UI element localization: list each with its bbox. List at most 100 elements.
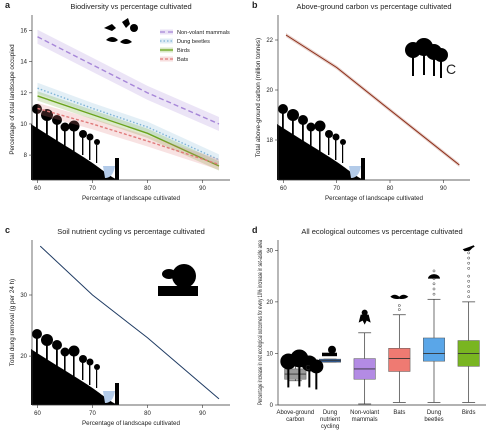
panel-label: a [5, 0, 11, 10]
box-3 [388, 348, 411, 372]
x-axis-label: Percentage of landscape cultivated [82, 420, 181, 427]
y-axis-label: Total dung removal (g per 24 h) [9, 279, 16, 367]
series-line-3 [37, 107, 220, 166]
x-tick-label: 70 [333, 186, 340, 192]
outlier-point [432, 282, 436, 286]
outlier-point [397, 308, 401, 311]
y-tick-label: 18 [266, 138, 273, 144]
y-tick-label: 20 [20, 354, 27, 360]
y-tick-label: 30 [20, 293, 27, 299]
outlier-point [467, 279, 471, 283]
y-tick-label: 10 [20, 122, 27, 128]
legend-swatch-band [160, 29, 173, 35]
y-axis-label: Total above-ground carbon (million tonne… [255, 38, 262, 157]
x-tick-label: 90 [440, 186, 447, 192]
soil-icon [158, 286, 198, 296]
y-tick-label: 8 [24, 153, 28, 159]
y-tick-label: 0 [270, 403, 274, 409]
bird-icon [104, 18, 130, 31]
x-tick-label: 80 [144, 186, 151, 192]
x-tick-label: 60 [34, 186, 41, 192]
y-tick-label: 16 [20, 29, 27, 35]
dung-ball-icon [172, 264, 196, 288]
legend-label: Birds [177, 48, 190, 54]
dung-beetle-icon [322, 345, 337, 357]
outlier-point [467, 274, 471, 278]
box-4 [423, 337, 445, 362]
monkey-body-icon [358, 314, 371, 325]
x-tick-label: 80 [387, 186, 394, 192]
dung-ball-icon [328, 345, 336, 354]
confidence-band [37, 29, 219, 131]
panel-label: d [252, 225, 258, 235]
landscape-silhouette-icon [277, 104, 365, 180]
category-label: Dung nutrient cycling [320, 410, 340, 430]
category-label: Bats [393, 410, 405, 416]
y-tick-label: 20 [266, 88, 273, 94]
beetle-icon [162, 269, 176, 279]
category-label: Birds [462, 410, 476, 416]
soil-icon [322, 352, 337, 357]
x-axis-label: Percentage of landscape cultivated [82, 195, 181, 202]
carbon-label: C [446, 61, 456, 77]
bat-icon [390, 294, 409, 299]
carbon-label: C [305, 365, 310, 372]
panel-label: c [5, 225, 10, 235]
dung-beetle-icon [158, 264, 198, 296]
x-axis-label: Percentage of landscape cultivated [325, 195, 424, 202]
confidence-band [37, 82, 219, 166]
legend-label: Non-volant mammals [177, 30, 230, 36]
outlier-point [467, 251, 471, 255]
y-tick-label: 20 [266, 300, 273, 306]
outlier-point [467, 256, 471, 260]
legend-label: Bats [177, 57, 188, 63]
y-tick-label: 14 [20, 60, 27, 66]
x-tick-label: 90 [199, 411, 206, 417]
series-line-0 [39, 245, 220, 400]
series-line-0 [285, 34, 460, 166]
bat-icon [106, 37, 132, 44]
x-tick-label: 70 [89, 411, 96, 417]
y-tick-label: 10 [266, 351, 273, 357]
chart-title: Biodiversity vs percentage cultivated [70, 2, 191, 11]
chart-panel-c: Soil nutrient cycling vs percentage cult… [5, 225, 230, 427]
x-tick-label: 60 [34, 411, 41, 417]
beetle-icon [428, 274, 440, 279]
x-tick-label: 90 [199, 186, 206, 192]
animals-icon [104, 18, 138, 44]
chart-panel-a: Biodiversity vs percentage cultivated a 60… [5, 0, 230, 202]
y-tick-label: 30 [266, 248, 273, 254]
chart-panel-d: All ecological outcomes vs percentage cu… [252, 225, 486, 430]
outlier-point [467, 290, 471, 293]
chart-title: Above-ground carbon vs percentage cultiv… [296, 2, 451, 11]
outlier-point [432, 287, 436, 291]
landscape-silhouette-icon [31, 329, 119, 405]
x-tick-label: 60 [280, 186, 287, 192]
y-axis-label: Percentage increase in net ecological ou… [257, 240, 264, 405]
outlier-point [467, 261, 471, 265]
monkey-icon [358, 309, 371, 325]
category-label: Non-volant mammals [350, 410, 379, 423]
y-axis-label: Percentage of total landscape occupied [9, 44, 16, 155]
category-label: Dung beetles [424, 410, 443, 423]
legend-label: Dung beetles [177, 39, 210, 45]
y-tick-label: 22 [266, 38, 273, 44]
confidence-band [37, 102, 219, 170]
outlier-point [432, 292, 436, 296]
x-tick-label: 80 [144, 411, 151, 417]
chart-title: All ecological outcomes vs percentage cu… [301, 227, 462, 236]
series-line-2 [37, 95, 220, 167]
outlier-point [467, 285, 471, 288]
category-label: Above-ground carbon [276, 410, 314, 423]
outlier-point [432, 269, 436, 273]
trees-icon [405, 38, 448, 78]
chart-title: Soil nutrient cycling vs percentage cult… [57, 227, 205, 236]
chart-panel-b: Above-ground carbon vs percentage cultiv… [252, 0, 470, 202]
x-tick-label: 70 [89, 186, 96, 192]
monkey-head-icon [361, 309, 368, 316]
y-tick-label: 12 [20, 91, 27, 97]
outlier-point [467, 295, 471, 299]
series-line-1 [37, 87, 220, 161]
mammal-icon [130, 24, 138, 32]
